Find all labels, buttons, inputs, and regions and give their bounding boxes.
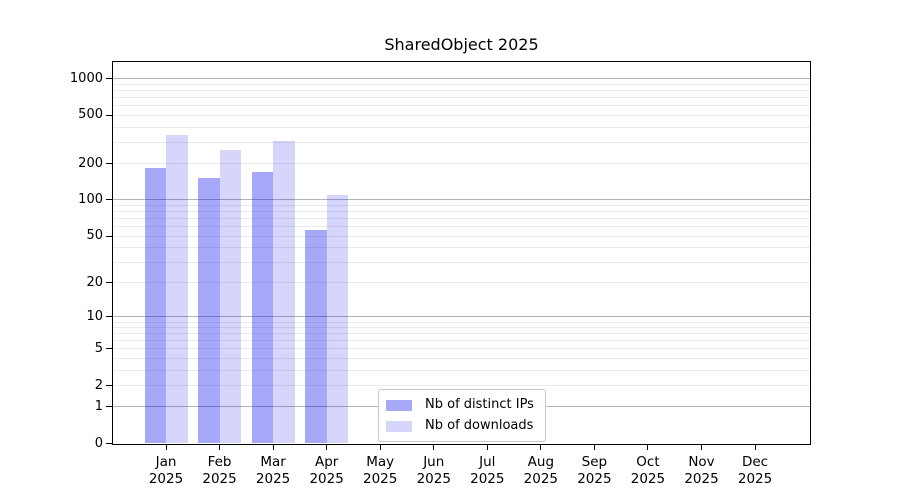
legend-label-distinct-ips: Nb of distinct IPs [425, 397, 534, 412]
y-tick-mark [106, 316, 112, 318]
gridline-minor [113, 226, 810, 228]
gridline-minor [113, 218, 810, 220]
bar-distinct-ips [198, 177, 220, 444]
y-tick-label: 100 [78, 191, 103, 207]
gridline-minor [113, 261, 810, 263]
x-tick-label: Nov 2025 [684, 453, 719, 487]
bar-downloads [219, 149, 242, 444]
y-tick-label: 1000 [69, 70, 103, 86]
y-tick-label: 0 [94, 435, 103, 451]
gridline-minor [113, 126, 810, 128]
gridline-minor [113, 235, 810, 237]
bar-downloads [166, 135, 188, 444]
x-tick-label: Jun 2025 [416, 453, 451, 487]
y-tick-mark [106, 443, 112, 444]
gridline-minor [113, 114, 810, 116]
x-tick-label: Jul 2025 [470, 453, 505, 487]
x-tick-label: May 2025 [363, 453, 398, 487]
legend-swatch-distinct-ips-icon [386, 399, 412, 411]
x-tick-mark [165, 445, 167, 450]
legend-swatch-downloads-icon [386, 420, 412, 432]
y-tick-mark [106, 348, 112, 350]
x-tick-label: Mar 2025 [255, 453, 291, 487]
x-tick-label: Oct 2025 [630, 453, 666, 487]
gridline-minor [113, 369, 810, 371]
x-tick-mark [326, 445, 328, 450]
gridline-minor [113, 204, 810, 206]
gridline-minor [113, 282, 810, 284]
x-tick-label: Sep 2025 [577, 453, 612, 487]
y-tick-label: 10 [86, 308, 103, 324]
x-tick-mark [593, 445, 595, 450]
gridline-major [113, 316, 810, 318]
y-tick-mark [106, 78, 112, 80]
y-tick-mark [106, 114, 112, 116]
y-tick-label: 500 [78, 107, 103, 123]
bar-distinct-ips [144, 167, 166, 444]
gridline-minor [113, 105, 810, 107]
x-tick-mark [540, 445, 542, 450]
y-tick-mark [106, 385, 112, 387]
x-tick-mark [486, 445, 488, 450]
bar-distinct-ips [251, 171, 274, 444]
bar-distinct-ips [305, 230, 327, 444]
x-tick-mark [701, 445, 702, 450]
y-tick-mark [106, 199, 112, 201]
gridline-major [113, 199, 810, 201]
x-tick-label: Aug 2025 [523, 453, 559, 487]
y-tick-mark [106, 235, 112, 237]
legend-item-downloads: Nb of downloads [386, 418, 537, 434]
legend-item-distinct-ips: Nb of distinct IPs [386, 397, 537, 413]
gridline-minor [113, 211, 810, 213]
gridline-minor [113, 141, 810, 143]
y-tick-mark [106, 406, 112, 408]
x-tick-mark [272, 445, 274, 450]
gridline-minor [113, 163, 810, 165]
x-tick-mark [379, 445, 381, 450]
y-tick-mark [106, 163, 112, 165]
legend: Nb of distinct IPs Nb of downloads [378, 389, 546, 442]
gridline-minor [113, 358, 810, 360]
x-tick-mark [433, 445, 435, 450]
y-tick-label: 20 [86, 274, 103, 290]
gridline-minor [113, 348, 810, 350]
gridline-minor [113, 327, 810, 329]
y-tick-label: 50 [86, 228, 103, 244]
chart-title: SharedObject 2025 [384, 35, 539, 54]
gridline-minor [113, 333, 810, 335]
x-tick-label: Feb 2025 [202, 453, 237, 487]
gridline-major [113, 78, 810, 80]
gridline-minor [113, 84, 810, 86]
y-tick-label: 200 [78, 155, 103, 171]
gridline-minor [113, 340, 810, 342]
gridline-minor [113, 90, 810, 92]
gridline-minor [113, 321, 810, 323]
gridline-minor [113, 385, 810, 387]
x-tick-mark [754, 445, 756, 450]
y-tick-label: 5 [94, 340, 103, 356]
gridline-minor [113, 247, 810, 249]
y-tick-mark [106, 282, 112, 284]
x-tick-label: Dec 2025 [737, 453, 773, 487]
y-tick-label: 2 [94, 377, 103, 393]
gridline-minor [113, 97, 810, 99]
legend-label-downloads: Nb of downloads [425, 418, 534, 433]
x-tick-mark [647, 445, 649, 450]
bar-downloads [273, 140, 295, 444]
x-tick-label: Apr 2025 [309, 453, 344, 487]
bar-downloads [326, 195, 349, 444]
x-tick-label: Jan 2025 [148, 453, 184, 487]
y-tick-label: 1 [94, 398, 103, 414]
x-tick-mark [219, 445, 221, 450]
